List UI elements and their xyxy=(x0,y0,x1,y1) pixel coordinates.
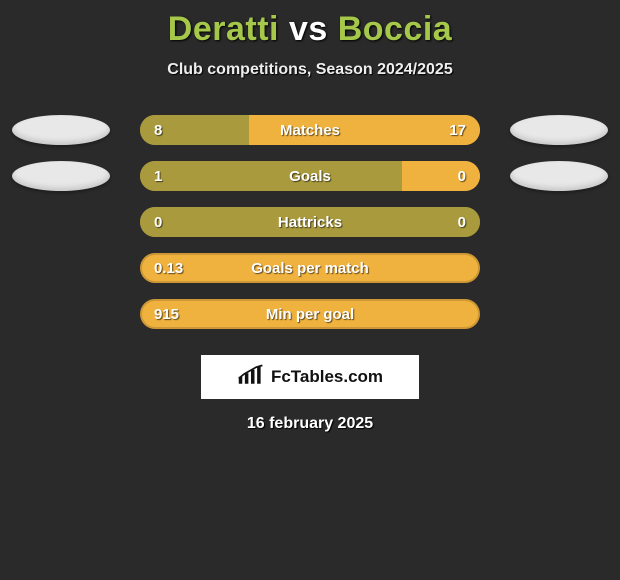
stat-bar: 0Hattricks0 xyxy=(140,207,480,237)
stat-right-value: 0 xyxy=(458,214,466,231)
stat-row: 915Min per goal xyxy=(0,291,620,337)
player2-badge xyxy=(510,161,608,191)
stat-row: 8Matches17 xyxy=(0,107,620,153)
player2-badge xyxy=(510,115,608,145)
chart-icon xyxy=(237,364,265,391)
stat-row: 1Goals0 xyxy=(0,153,620,199)
stat-name: Goals xyxy=(140,168,480,185)
bar-labels: 915Min per goal xyxy=(140,299,480,329)
stat-right-value: 17 xyxy=(449,122,466,139)
fctables-logo[interactable]: FcTables.com xyxy=(201,355,419,399)
stat-row: 0.13Goals per match xyxy=(0,245,620,291)
player1-badge xyxy=(12,115,110,145)
logo-text: FcTables.com xyxy=(271,367,383,387)
stat-bar: 0.13Goals per match xyxy=(140,253,480,283)
player2-name: Boccia xyxy=(338,10,453,48)
stat-name: Hattricks xyxy=(140,214,480,231)
stat-bar: 8Matches17 xyxy=(140,115,480,145)
bar-labels: 0.13Goals per match xyxy=(140,253,480,283)
stat-name: Goals per match xyxy=(140,260,480,277)
bar-labels: 8Matches17 xyxy=(140,115,480,145)
date-text: 16 february 2025 xyxy=(0,415,620,433)
bar-labels: 0Hattricks0 xyxy=(140,207,480,237)
stat-bar: 1Goals0 xyxy=(140,161,480,191)
comparison-card: Deratti vs Boccia Club competitions, Sea… xyxy=(0,0,620,580)
stat-bar: 915Min per goal xyxy=(140,299,480,329)
stat-name: Matches xyxy=(140,122,480,139)
player1-badge xyxy=(12,161,110,191)
stat-right-value: 0 xyxy=(458,168,466,185)
bar-labels: 1Goals0 xyxy=(140,161,480,191)
player1-name: Deratti xyxy=(168,10,279,48)
vs-separator: vs xyxy=(289,10,328,48)
stat-name: Min per goal xyxy=(140,306,480,323)
page-title: Deratti vs Boccia xyxy=(0,0,620,49)
subtitle: Club competitions, Season 2024/2025 xyxy=(0,61,620,79)
stat-row: 0Hattricks0 xyxy=(0,199,620,245)
stats-list: 8Matches171Goals00Hattricks00.13Goals pe… xyxy=(0,107,620,337)
